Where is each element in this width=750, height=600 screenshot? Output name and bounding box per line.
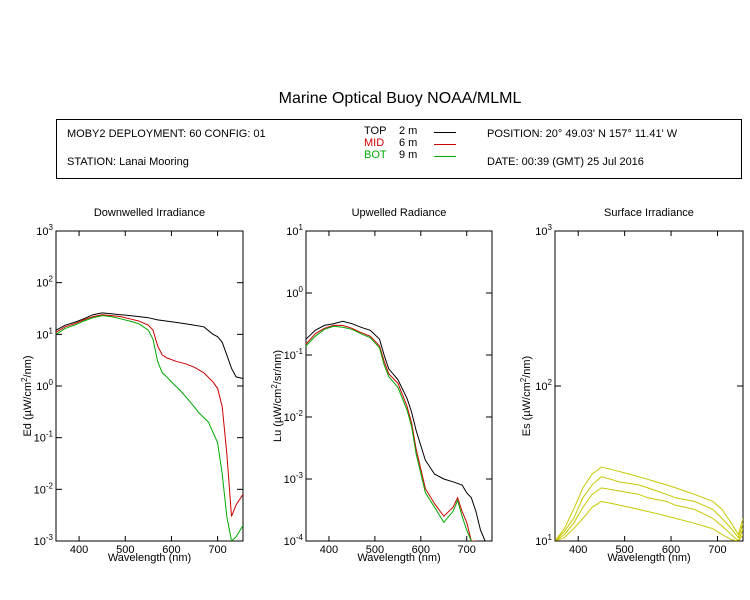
series-line-1-top	[56, 312, 243, 379]
legend-mid-name: MID	[364, 137, 385, 149]
y-tick-label: 101	[535, 533, 552, 548]
y-tick-label: 101	[286, 223, 303, 238]
series-line-2-bot	[306, 325, 472, 541]
y-tick-label: 102	[36, 275, 53, 290]
panel-title-1: Downwelled Irradiance	[94, 207, 205, 219]
x-axis-label-2: Wavelength (nm)	[357, 552, 440, 564]
date-text: DATE: 00:39 (GMT) 25 Jul 2016	[487, 156, 644, 168]
series-line-3-es-4	[555, 500, 743, 541]
legend-top-depth: 2 m	[399, 125, 418, 137]
x-tick-label: 500	[116, 544, 134, 556]
series-line-2-mid	[306, 324, 476, 541]
panel-title-3: Surface Irradiance	[604, 207, 694, 219]
y-axis-label-1: Ed (µW/cm2/nm)	[20, 355, 34, 436]
series-line-2-top	[306, 320, 486, 541]
deployment-text: MOBY2 DEPLOYMENT: 60 CONFIG: 01	[67, 128, 266, 140]
legend-bot-line	[434, 156, 456, 157]
series-line-3-es-2	[555, 476, 743, 541]
x-axis-label-1: Wavelength (nm)	[108, 552, 191, 564]
y-axis-label-2: Lu (µW/cm2/sr/nm)	[270, 350, 284, 442]
x-tick-label: 400	[569, 544, 587, 556]
x-tick-label: 700	[208, 544, 226, 556]
plot-frame-3	[554, 230, 744, 542]
plot-frame-1	[55, 230, 244, 542]
position-text: POSITION: 20° 49.03' N 157° 11.41' W	[487, 128, 678, 140]
y-tick-label: 10-3	[34, 533, 54, 548]
y-tick-label: 102	[535, 378, 552, 393]
plot-frame-2	[305, 230, 493, 542]
x-tick-label: 500	[366, 544, 384, 556]
series-line-1-bot	[56, 315, 243, 541]
y-tick-label: 103	[36, 223, 53, 238]
x-tick-label: 600	[412, 544, 430, 556]
x-tick-label: 500	[615, 544, 633, 556]
x-tick-label: 700	[708, 544, 726, 556]
y-tick-label: 10-1	[284, 347, 304, 362]
y-axis-label-3: Es (µW/cm2/nm)	[519, 356, 533, 436]
x-tick-label: 600	[662, 544, 680, 556]
y-tick-label: 10-1	[34, 430, 54, 445]
chart-main-title: Marine Optical Buoy NOAA/MLML	[278, 90, 522, 107]
info-box: MOBY2 DEPLOYMENT: 60 CONFIG: 01 STATION:…	[56, 119, 742, 179]
y-tick-label: 103	[535, 223, 552, 238]
series-line-3-es-1	[555, 466, 743, 541]
station-text: STATION: Lanai Mooring	[67, 156, 189, 168]
legend-bot-depth: 9 m	[399, 149, 418, 161]
legend-mid-line	[434, 144, 456, 145]
y-tick-label: 10-2	[34, 481, 54, 496]
legend-mid-depth: 6 m	[399, 137, 418, 149]
series-line-1-mid	[56, 314, 243, 517]
legend-top-line	[434, 132, 456, 133]
panel-title-2: Upwelled Radiance	[352, 207, 447, 219]
legend-top-name: TOP	[364, 125, 387, 137]
legend-bot-name: BOT	[364, 149, 387, 161]
y-tick-label: 101	[36, 326, 53, 341]
y-tick-label: 100	[286, 285, 303, 300]
y-tick-label: 100	[36, 378, 53, 393]
y-tick-label: 10-3	[284, 471, 304, 486]
series-line-3-es-3	[555, 487, 743, 541]
x-tick-label: 400	[70, 544, 88, 556]
x-tick-label: 400	[320, 544, 338, 556]
y-tick-label: 10-2	[284, 409, 304, 424]
y-tick-label: 10-4	[284, 533, 304, 548]
x-tick-label: 600	[162, 544, 180, 556]
x-tick-label: 700	[458, 544, 476, 556]
x-axis-label-3: Wavelength (nm)	[607, 552, 690, 564]
